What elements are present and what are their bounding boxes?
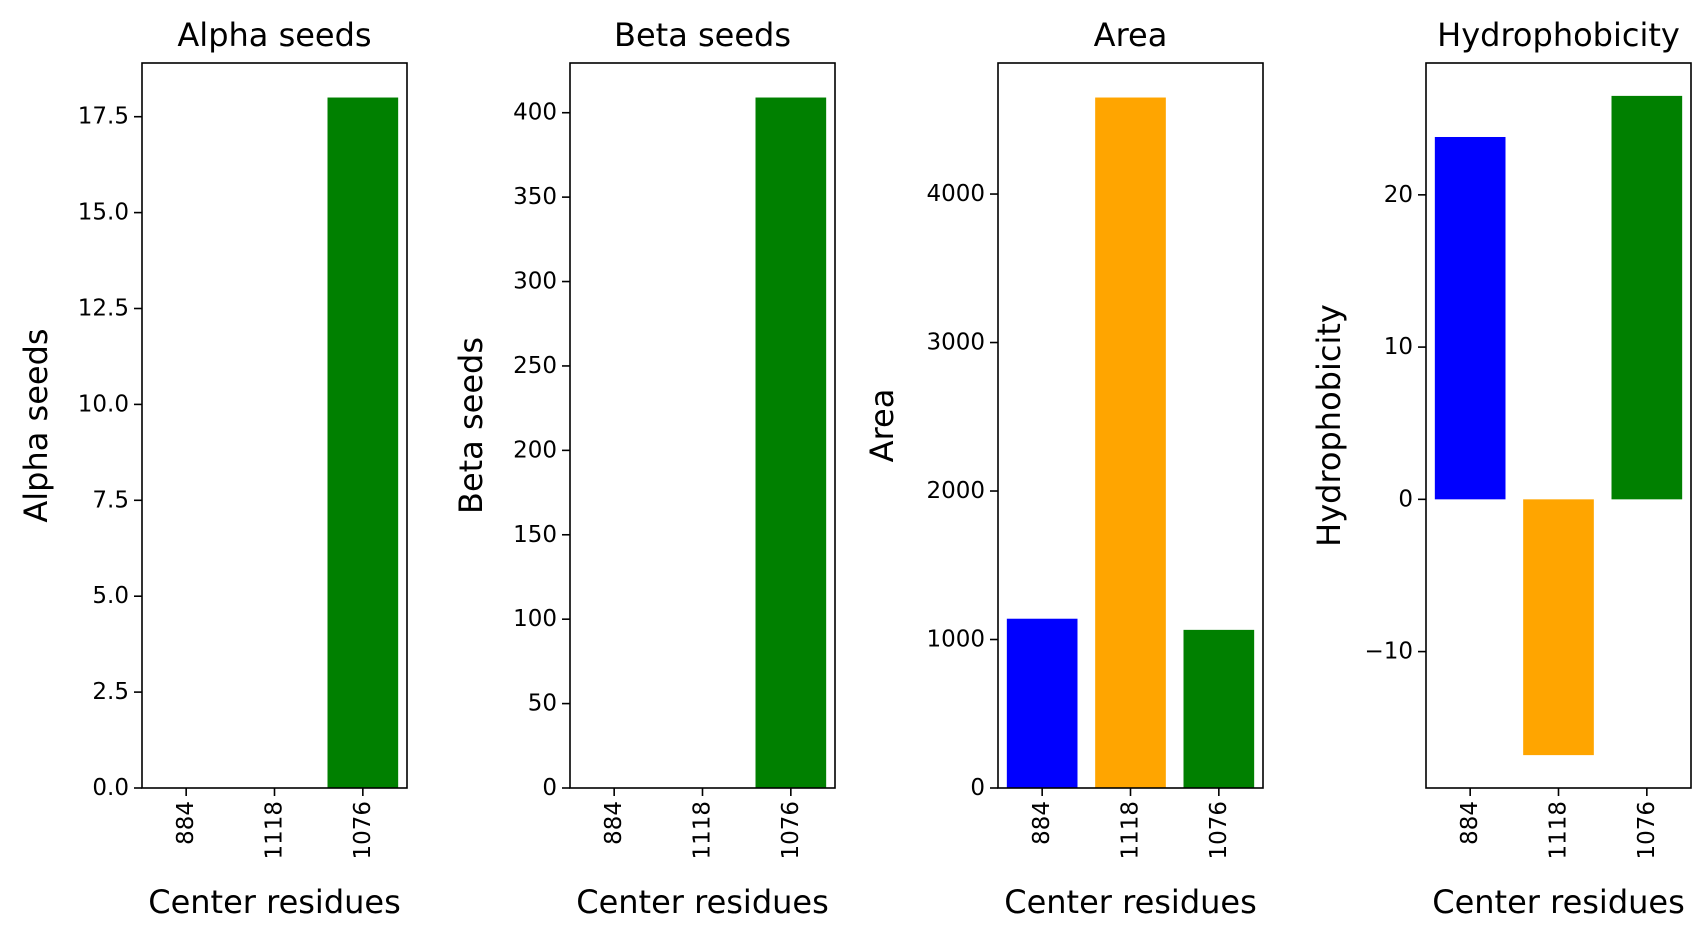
y-axis-label: Alpha seeds	[17, 328, 55, 522]
y-tick-label: 20	[1384, 182, 1413, 208]
x-tick-label: 1076	[1206, 801, 1232, 860]
chart-panel-1: 0.0 2.5 5.0 7.5 10.0 12.5 15.0 17.5 884 1118 1076 A…	[17, 16, 408, 921]
y-tick-label: 4000	[926, 181, 985, 207]
y-tick-label: 3000	[926, 330, 985, 356]
x-tick-label: 884	[1029, 801, 1055, 845]
y-tick-label: 200	[513, 437, 557, 463]
x-tick-label: 1118	[262, 801, 288, 860]
bar-1076	[1611, 95, 1683, 500]
y-tick-label: 2000	[926, 478, 985, 504]
y-tick-label: 0	[542, 775, 557, 801]
y-tick-label: 7.5	[92, 487, 129, 513]
chart-title: Alpha seeds	[177, 16, 371, 54]
chart-panel-4: −10 0 10 20 884 1118 1076 Hydrophobicity Center …	[1310, 16, 1692, 921]
y-tick-label: 300	[513, 269, 557, 295]
x-tick-label: 884	[1457, 801, 1483, 845]
x-tick-label: 884	[601, 801, 627, 845]
chart-panel-2: 0 50 100 150 200 250 300 350 400 884 1118 1076 Beta …	[452, 16, 836, 921]
x-axis-label: Center residues	[576, 883, 829, 921]
bar-1076	[755, 97, 827, 789]
x-tick-label: 1118	[1118, 801, 1144, 860]
x-axis-label: Center residues	[148, 883, 401, 921]
x-tick-label: 1118	[690, 801, 716, 860]
y-tick-label: 10	[1384, 334, 1413, 360]
x-axis-label: Center residues	[1004, 883, 1257, 921]
y-axis-label: Hydrophobicity	[1310, 304, 1348, 547]
y-tick-label: 0.0	[92, 775, 129, 801]
y-tick-label: 17.5	[78, 104, 129, 130]
bar-1118	[1095, 97, 1166, 789]
bar-884	[1434, 136, 1506, 500]
bar-884	[1006, 618, 1078, 788]
y-tick-label: 10.0	[78, 391, 129, 417]
y-tick-label: 150	[513, 522, 557, 548]
y-tick-label: 350	[513, 184, 557, 210]
chart-panel-3: 0 1000 2000 3000 4000 884 1118 1076 Area Center r…	[863, 16, 1264, 921]
x-axis-label: Center residues	[1432, 883, 1685, 921]
y-tick-label: 0	[1398, 486, 1413, 512]
x-tick-label: 1076	[1634, 801, 1660, 860]
y-tick-label: 15.0	[78, 200, 129, 226]
y-tick-label: −10	[1364, 639, 1413, 665]
chart-title: Area	[1094, 16, 1168, 54]
y-tick-label: 2.5	[92, 679, 129, 705]
y-tick-label: 250	[513, 353, 557, 379]
x-tick-label: 1076	[778, 801, 804, 860]
x-tick-label: 1118	[1546, 801, 1572, 860]
x-tick-label: 1076	[350, 801, 376, 860]
x-tick-label: 884	[173, 801, 199, 845]
y-tick-label: 5.0	[92, 583, 129, 609]
bar-1076	[327, 97, 399, 789]
y-tick-label: 100	[513, 606, 557, 632]
y-tick-label: 50	[528, 691, 557, 717]
chart-title: Hydrophobicity	[1437, 16, 1680, 54]
bar-1076	[1183, 629, 1255, 788]
y-axis-label: Area	[863, 389, 901, 463]
chart-title: Beta seeds	[614, 16, 791, 54]
bar-1118	[1523, 499, 1594, 756]
y-tick-label: 0	[970, 775, 985, 801]
y-tick-label: 400	[513, 100, 557, 126]
y-tick-label: 1000	[926, 627, 985, 653]
y-axis-label: Beta seeds	[452, 337, 490, 514]
y-tick-label: 12.5	[78, 296, 129, 322]
